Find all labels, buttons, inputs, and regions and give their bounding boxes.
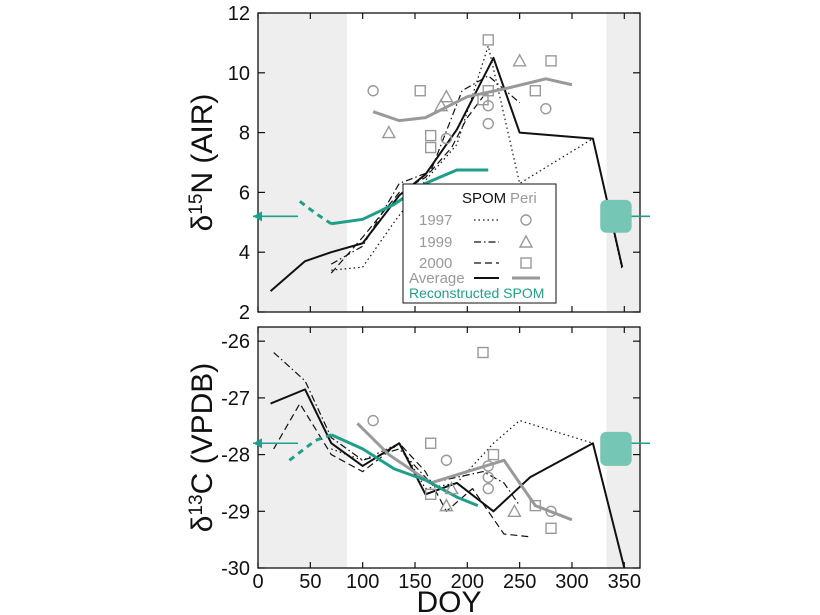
y-tick-label: -26 bbox=[221, 331, 250, 353]
ylabel-main: δ bbox=[186, 215, 219, 232]
legend-label: 2000 bbox=[419, 255, 452, 272]
series-peri-average bbox=[356, 422, 573, 522]
left-arrow-head bbox=[253, 438, 262, 449]
legend-header-peri: Peri bbox=[510, 190, 537, 207]
peri-2000-point bbox=[482, 85, 494, 97]
x-axis-ticks: 0 50 100 150 200 250 300 350 bbox=[252, 571, 641, 593]
y-tick-label: -27 bbox=[221, 388, 250, 410]
shaded-band bbox=[258, 13, 347, 312]
series-peri-average bbox=[372, 77, 573, 123]
ylabel-rest: N (AIR) bbox=[186, 94, 219, 194]
series-spom-2000 bbox=[273, 402, 531, 538]
peri-1997-point bbox=[482, 460, 494, 472]
reconstructed-box bbox=[600, 431, 632, 466]
y-tick-label: 10 bbox=[228, 63, 250, 85]
y-tick-label: 2 bbox=[239, 302, 250, 324]
reconstructed-box bbox=[600, 199, 632, 233]
peri-1999-point bbox=[433, 98, 449, 112]
ylabel-main: δ bbox=[186, 516, 219, 533]
peri-1997-point bbox=[482, 482, 494, 495]
legend-label: 1999 bbox=[419, 234, 452, 251]
y-axis-label-d13c: δ13C (VPDB) bbox=[186, 363, 220, 533]
panel-d13c: -30 -29 -28 -27 -26 δ13C (VPDB) bbox=[186, 326, 650, 580]
x-tick-label: 0 bbox=[252, 571, 263, 593]
peri-2000-point bbox=[424, 129, 437, 142]
peri-2000-point bbox=[424, 488, 437, 500]
x-tick-label: 250 bbox=[503, 571, 536, 593]
y-tick-label: -28 bbox=[221, 445, 250, 467]
legend-marker-1997 bbox=[520, 214, 532, 226]
peri-1997-point bbox=[540, 102, 552, 115]
y-tick-label: 6 bbox=[239, 182, 250, 204]
peri-1997-point bbox=[440, 454, 453, 466]
shaded-band bbox=[258, 327, 347, 568]
series-spom-average bbox=[269, 56, 624, 292]
ylabel-sup: 13 bbox=[186, 494, 207, 515]
series-spom-2000 bbox=[330, 96, 484, 274]
peri-2000-point bbox=[482, 34, 494, 46]
peri-2000-point bbox=[545, 522, 557, 535]
y-tick-label: -30 bbox=[221, 558, 250, 580]
left-arrow-head bbox=[253, 211, 262, 222]
y-tick-label: 12 bbox=[228, 3, 250, 25]
peri-2000-point bbox=[424, 141, 437, 154]
peri-1999-point bbox=[512, 53, 527, 67]
legend-label: Average bbox=[409, 270, 465, 287]
peri-2000-point bbox=[477, 346, 489, 359]
legend-header-spom: SPOM bbox=[462, 190, 506, 207]
peri-1997-point bbox=[482, 471, 494, 483]
panel-d15n: 2 4 6 8 10 12 SPOM Peri 1997 1999 2000AverageReco… bbox=[186, 3, 650, 324]
legend-label: 1997 bbox=[419, 212, 452, 229]
legend-marker-1999 bbox=[518, 234, 534, 248]
x-tick-label: 100 bbox=[346, 571, 379, 593]
ylabel-rest: C (VPDB) bbox=[186, 363, 219, 495]
peri-2000-point bbox=[424, 437, 437, 449]
y-tick-label: 4 bbox=[239, 242, 250, 264]
peri-2000-point bbox=[545, 55, 557, 67]
peri-1999-point bbox=[381, 125, 397, 139]
shaded-band bbox=[606, 13, 640, 312]
x-axis-label: DOY bbox=[416, 586, 481, 615]
legend-reconstructed: Reconstructed SPOM bbox=[409, 285, 544, 301]
series-spom-1997 bbox=[331, 45, 623, 271]
peri-1997-point bbox=[545, 505, 557, 517]
x-tick-label: 50 bbox=[299, 571, 321, 593]
x-tick-label: 300 bbox=[555, 571, 588, 593]
x-tick-label: 350 bbox=[608, 571, 641, 593]
peri-1997-point bbox=[482, 117, 494, 130]
peri-1997-point bbox=[367, 85, 379, 97]
peri-1999-point bbox=[439, 89, 454, 103]
peri-1999-point bbox=[507, 503, 522, 517]
peri-2000-point bbox=[529, 499, 542, 512]
x-tick-label: 150 bbox=[398, 571, 431, 593]
peri-1997-point bbox=[367, 414, 379, 427]
peri-1999-point bbox=[439, 498, 454, 512]
x-tick-label: 200 bbox=[451, 571, 484, 593]
peri-2000-point bbox=[529, 85, 542, 97]
y-tick-label: -29 bbox=[221, 501, 250, 523]
legend-marker-2000 bbox=[520, 257, 532, 269]
peri-1999-point bbox=[444, 481, 459, 495]
peri-2000-point bbox=[487, 448, 500, 461]
series-recon-spom bbox=[330, 433, 479, 508]
peri-2000-point bbox=[414, 85, 426, 97]
ylabel-sup: 15 bbox=[186, 194, 207, 215]
y-tick-label: 8 bbox=[239, 123, 250, 145]
y-axis-label-d15n: δ15N (AIR) bbox=[186, 94, 220, 232]
peri-1997-point bbox=[440, 132, 453, 145]
